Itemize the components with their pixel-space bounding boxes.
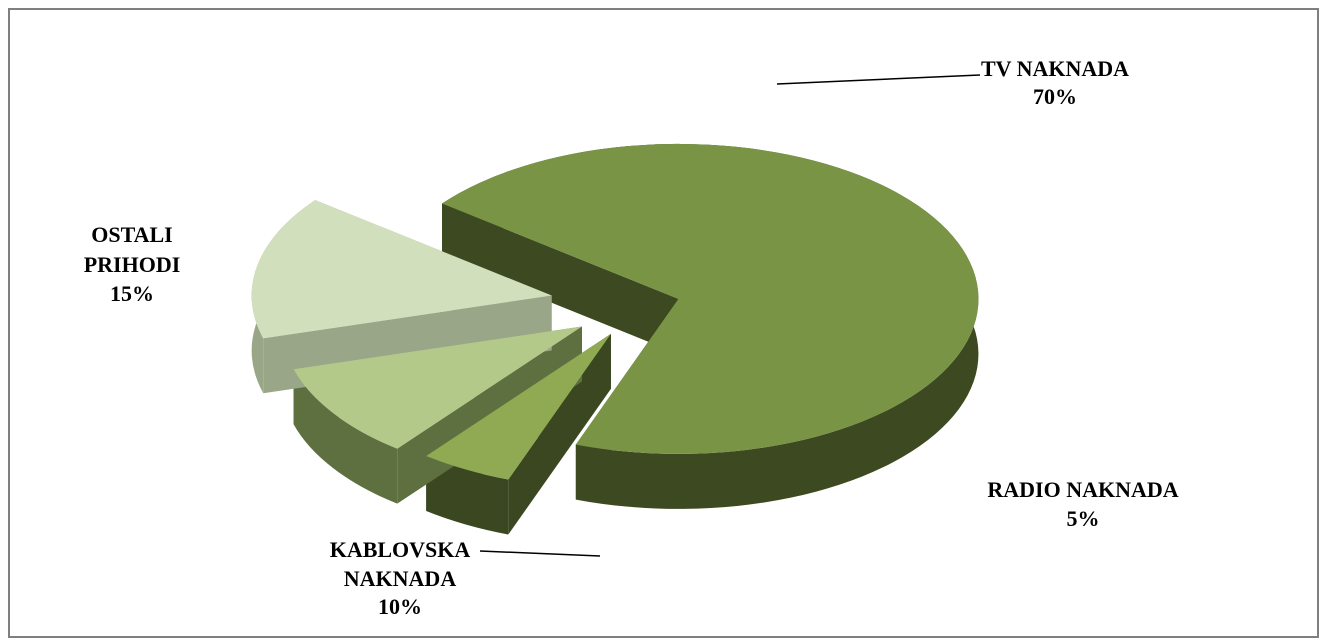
pie-chart: TV NAKNADA 70% RADIO NAKNADA 5% KABLOVSK… (84, 56, 1179, 619)
value-tv: 70% (1033, 84, 1077, 109)
pie-slice-ostali (251, 200, 552, 339)
label-tv: TV NAKNADA (981, 56, 1129, 81)
pie-wall-start-tv (442, 203, 679, 354)
label-kablovska-line2: NAKNADA (344, 566, 457, 591)
pie-rim-kablovska (293, 369, 398, 504)
pie-slice-tv (442, 143, 979, 454)
pie-slice-kablovska (293, 326, 582, 449)
value-ostali: 15% (110, 281, 154, 306)
value-radio: 5% (1067, 506, 1100, 531)
pie-slice-tops (251, 143, 979, 480)
label-radio: RADIO NAKNADA (987, 477, 1178, 502)
value-kablovska: 10% (378, 594, 422, 619)
leader-lines (479, 74, 981, 557)
label-ostali-line2: PRIHODI (84, 252, 181, 277)
leader-line-kablovska (479, 550, 601, 557)
pie-slice-radio (426, 333, 611, 480)
label-kablovska-line1: KABLOVSKA (330, 537, 471, 562)
label-ostali-line1: OSTALI (91, 222, 173, 247)
leader-line-tv (776, 74, 981, 85)
pie-rim-radio (426, 456, 509, 535)
